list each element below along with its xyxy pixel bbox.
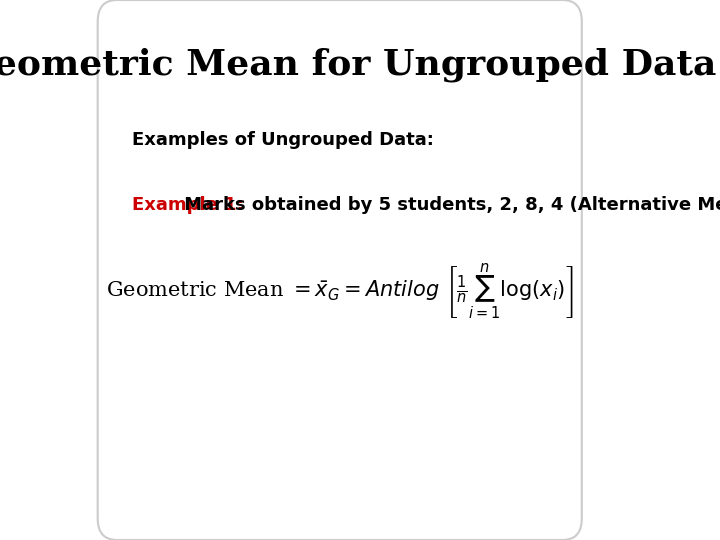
Text: Examples of Ungrouped Data:: Examples of Ungrouped Data: [132,131,433,150]
Text: Geometric Mean $= \bar{x}_G = \mathit{Antilog}\ \left[ \frac{1}{n} \sum_{i=1}^{n: Geometric Mean $= \bar{x}_G = \mathit{An… [106,262,573,321]
Text: Example 1:: Example 1: [132,196,243,214]
FancyBboxPatch shape [98,0,582,540]
Text: Geometric Mean for Ungrouped Data: Geometric Mean for Ungrouped Data [0,48,716,82]
Text: Marks obtained by 5 students, 2, 8, 4 (Alternative Method): Marks obtained by 5 students, 2, 8, 4 (A… [178,196,720,214]
